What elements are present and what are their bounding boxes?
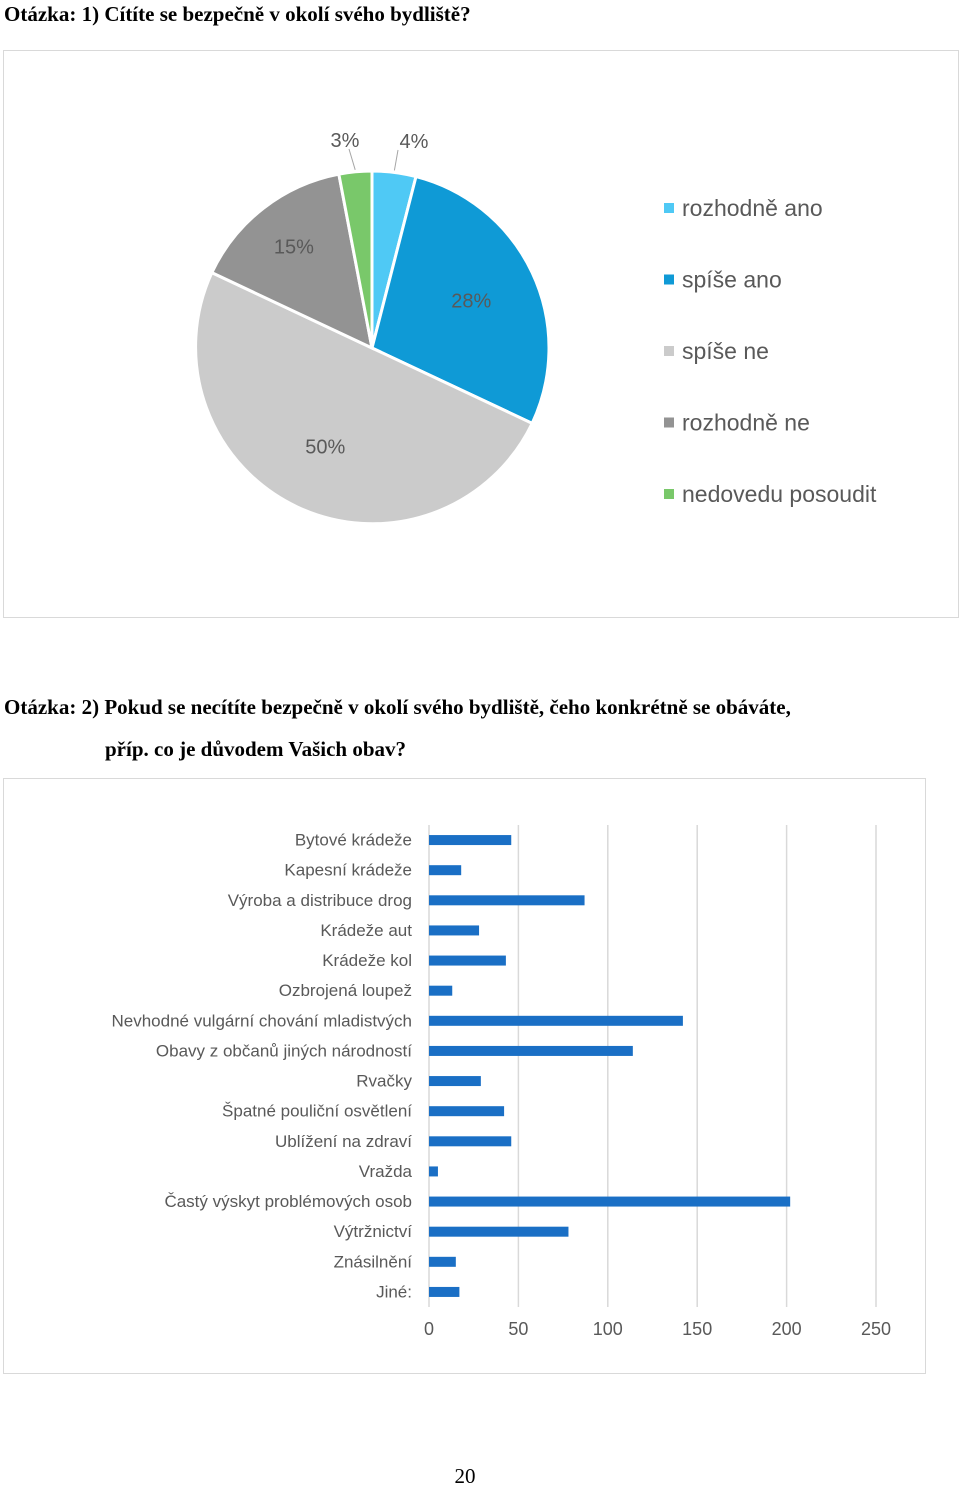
bar [429, 925, 480, 936]
x-tick-label: 0 [424, 1319, 434, 1339]
bar [429, 1166, 438, 1177]
bar [429, 835, 512, 846]
bar [429, 1015, 683, 1026]
bar [429, 1256, 456, 1267]
y-category-label: Kapesní krádeže [284, 861, 412, 880]
legend-marker [664, 417, 674, 428]
pie-chart: 4% 28% 50% 15% 3% rozhodně ano spíše ano spíše … [194, 130, 877, 526]
x-tick-label: 250 [861, 1319, 891, 1339]
bar [429, 1196, 791, 1207]
pie-data-label: 50% [305, 436, 345, 458]
bar [429, 985, 453, 996]
x-tick-label: 50 [508, 1319, 528, 1339]
y-category-label: Výtržnictví [334, 1222, 413, 1241]
y-category-label: Častý výskyt problémových osob [164, 1192, 412, 1211]
bar [429, 1226, 569, 1237]
pie-slice-nedovedu-posoudit [337, 169, 374, 349]
bar-chart-container: 0 50 100 150 200 250 Bytové krádeže Kapesní krá… [3, 778, 926, 1374]
y-category-label: Vražda [359, 1162, 413, 1181]
question-2-title-line-2: příp. co je důvodem Vašich obav? [105, 737, 407, 761]
y-category-label: Bytové krádeže [295, 831, 412, 850]
legend-label: rozhodně ano [682, 195, 823, 221]
y-category-label: Jiné: [376, 1282, 412, 1301]
pie-chart-container: 4% 28% 50% 15% 3% rozhodně ano spíše ano spíše … [3, 50, 959, 618]
x-tick-label: 100 [593, 1319, 623, 1339]
legend-label: rozhodně ne [682, 410, 810, 436]
pie-slice-spíše-ne [194, 270, 535, 526]
y-category-label: Ozbrojená loupež [279, 981, 412, 1000]
y-category-label: Krádeže aut [320, 921, 412, 940]
bar [429, 1136, 512, 1147]
bar [429, 895, 585, 906]
pie-leader-line [393, 149, 399, 171]
legend-label: nedovedu posoudit [682, 481, 877, 507]
y-category-label: Výroba a distribuce drog [228, 891, 412, 910]
y-category-label: Obavy z občanů jiných národností [156, 1041, 412, 1060]
y-category-label: Ublížení na zdraví [275, 1132, 412, 1151]
legend-marker [664, 274, 674, 285]
x-tick-label: 150 [682, 1319, 712, 1339]
question-2-title-line-1: Otázka: 2) Pokud se necítíte bezpečně v … [4, 695, 791, 719]
pie-leader-line [348, 148, 356, 170]
bar [429, 865, 462, 876]
pie-slice-spíše-ano [370, 174, 551, 426]
page-number: 20 [454, 1464, 476, 1488]
y-category-label: Špatné pouliční osvětlení [222, 1102, 412, 1121]
y-category-label: Rvačky [356, 1072, 412, 1091]
pie-slice-rozhodně-ne [209, 172, 375, 351]
bar [429, 1106, 505, 1117]
x-tick-label: 200 [772, 1319, 802, 1339]
bar [429, 955, 506, 966]
legend-marker [664, 203, 674, 213]
pie-data-label: 4% [400, 131, 429, 153]
legend-label: spíše ano [682, 267, 782, 293]
pie-data-label: 28% [451, 290, 491, 312]
bar [429, 1045, 633, 1056]
legend-marker [664, 489, 674, 499]
y-category-label: Krádeže kol [322, 951, 412, 970]
pie-data-label: 15% [274, 236, 314, 258]
legend-marker [664, 346, 674, 356]
legend-label: spíše ne [682, 338, 769, 364]
question-1-title: Otázka: 1) Cítíte se bezpečně v okolí sv… [4, 2, 471, 26]
y-category-label: Znásilnění [334, 1252, 413, 1271]
bar [429, 1286, 460, 1297]
pie-data-label: 3% [331, 130, 360, 152]
bar [429, 1076, 481, 1087]
bar-chart: 0 50 100 150 200 250 Bytové krádeže Kapesní krá… [112, 825, 891, 1339]
y-category-label: Nevhodné vulgární chování mladistvých [112, 1011, 413, 1030]
